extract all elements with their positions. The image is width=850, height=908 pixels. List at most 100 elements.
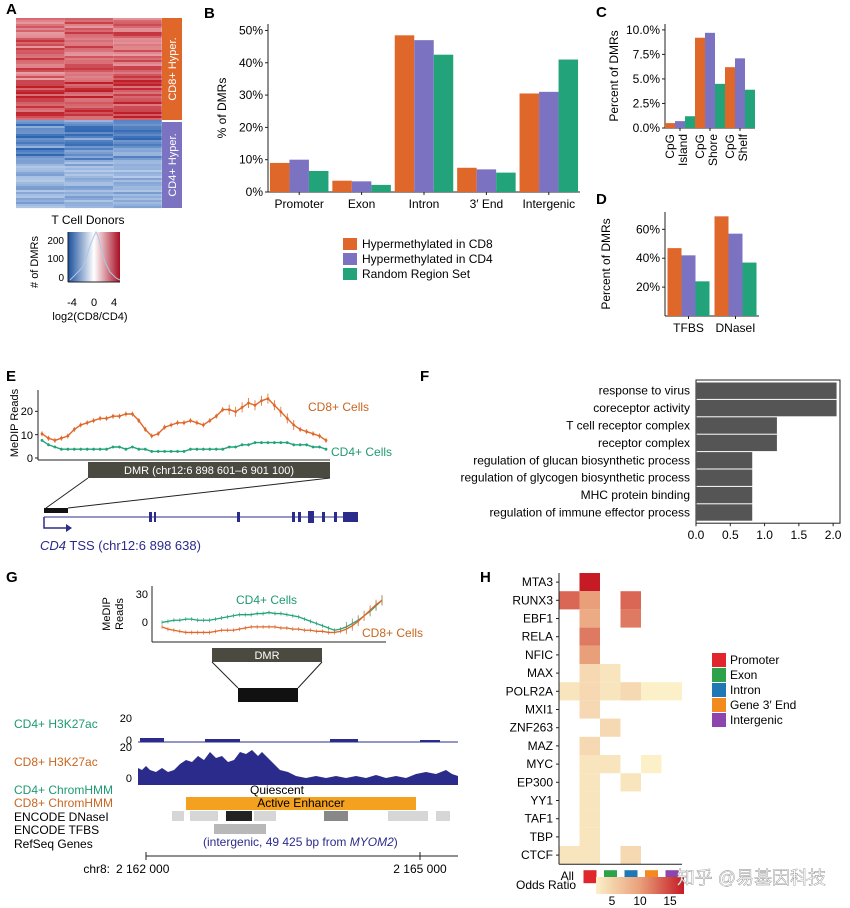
track-tick: 20: [120, 742, 132, 754]
track-tick: 0: [126, 773, 132, 785]
heatmap-cell: [64, 72, 114, 75]
legend-random: Random Region Set: [362, 267, 471, 281]
heatmap-cell: [16, 204, 65, 207]
heatmap-cell: [113, 176, 162, 179]
heatmap-cell: [64, 96, 114, 99]
heatmap-cell: [64, 40, 114, 43]
heatmap-cell: [16, 30, 65, 33]
x-tick-label: Exon: [348, 197, 375, 211]
heatmap-cell: [64, 50, 114, 53]
y-tick-label: 10.0%: [626, 23, 660, 37]
heatmap-cell: [16, 162, 65, 165]
heatmap-cell: [16, 120, 65, 123]
heatmap-cell: [64, 142, 114, 145]
heatmap-cell: [113, 162, 162, 165]
heatmap-cell: [64, 146, 114, 149]
heatmap-cell: [113, 206, 162, 209]
gene-dmr-mark: [44, 508, 68, 513]
heatmap-cell: [113, 150, 162, 153]
heatmap-cell: [113, 40, 162, 43]
heatmap-cell: [113, 194, 162, 197]
data-point: [221, 408, 225, 411]
data-point: [285, 441, 289, 444]
heatmap-cell: [16, 118, 65, 121]
column-label-all: All: [561, 869, 574, 883]
heatmap-cell: [16, 102, 65, 105]
heatmap-cell: [64, 108, 114, 111]
gene-exon: [298, 512, 301, 522]
heatmap-cell: [113, 128, 162, 131]
data-point: [195, 447, 199, 451]
heatmap-cell: [16, 126, 65, 129]
g-cd4-label: CD4+ Cells: [236, 593, 297, 607]
y-axis-label: % of DMRs: [215, 78, 229, 139]
legend-exon: Exon: [730, 668, 757, 682]
heatmap-cell: [113, 48, 162, 51]
data-point: [105, 417, 108, 420]
odds-tick: 10: [633, 894, 647, 908]
legend-promoter: Promoter: [730, 653, 779, 667]
data-point: [130, 412, 134, 416]
heatmap-cell: [16, 164, 65, 167]
legend-swatch-random: [343, 268, 357, 280]
refseq-caption: (intergenic, 49 425 bp from MYOM2): [203, 835, 398, 849]
heatmap-cell: [16, 104, 65, 107]
heatmap-cell: [16, 144, 65, 147]
heatmap-cell: [16, 122, 65, 125]
panel-h-chart: MTA3 RUNX3 EBF1 RELA NFIC MAX POLR2A MXI1 ZNF263…: [506, 573, 682, 884]
data-point: [324, 439, 328, 442]
heatmap-cell: [620, 846, 641, 865]
heatmap-cell: [64, 188, 114, 191]
data-point: [111, 414, 115, 418]
heatmap-cell: [64, 192, 114, 195]
panel-label-h: H: [480, 569, 491, 586]
active-enhancer-bar: [186, 797, 416, 810]
heatmap-cell: [113, 76, 162, 79]
heatmap-cell: [16, 128, 65, 131]
heatmap-cell: [64, 92, 114, 95]
e-dmr-box: [88, 462, 330, 478]
heatmap-cell: [64, 130, 114, 133]
data-point: [201, 447, 205, 451]
go-term-label: coreceptor activity: [593, 401, 690, 415]
heatmap-cell: [113, 36, 162, 39]
track-cd8-chromhmm: CD8+ ChromHMM: [14, 796, 113, 810]
dnasei-track: [172, 811, 450, 821]
tf-label: NFIC: [525, 648, 553, 662]
color-key-density: [69, 230, 121, 281]
heatmap-cell: [64, 154, 114, 157]
data-point: [279, 410, 283, 414]
x-tick-label: 1.0: [756, 528, 773, 542]
panel-d-chart: 20% 40% 60% TFBS DNaseI Percent of DMRs: [599, 212, 759, 335]
data-point: [59, 447, 63, 451]
data-point: [305, 443, 309, 447]
x-tick-label: 0.0: [688, 528, 705, 542]
heatmap-cell: [64, 120, 114, 123]
key-ytick: 200: [47, 236, 64, 247]
data-point: [79, 423, 83, 427]
heatmap-cell: [16, 156, 65, 159]
heatmap-cell: [579, 573, 600, 592]
bar-hypermethylated-in-cd4: [414, 40, 434, 193]
y-tick-label: 5.0%: [633, 72, 661, 86]
data-point: [266, 397, 270, 400]
heatmap-cell: [64, 174, 114, 177]
heatmap-cell: [16, 78, 65, 81]
y-tick-label: 0%: [246, 185, 264, 199]
heatmap-cell: [16, 64, 65, 67]
y-axis-label: Percent of DMRs: [607, 30, 621, 121]
legend-3end: Gene 3′ End: [730, 698, 796, 712]
heatmap-cell: [559, 846, 580, 865]
heatmap-cell: [16, 28, 65, 31]
track-tick: 20: [120, 713, 132, 725]
heatmap-cell: [64, 136, 114, 139]
cd4-gene-model: [43, 508, 358, 532]
heatmap-cell: [16, 190, 65, 193]
legend-intergenic-swatch: [712, 713, 726, 727]
heatmap-cell: [16, 166, 65, 169]
data-point: [118, 414, 121, 418]
gene-exon: [322, 512, 325, 522]
data-point: [85, 447, 89, 451]
heatmap-cell: [64, 126, 114, 129]
gene-exon: [334, 512, 337, 522]
